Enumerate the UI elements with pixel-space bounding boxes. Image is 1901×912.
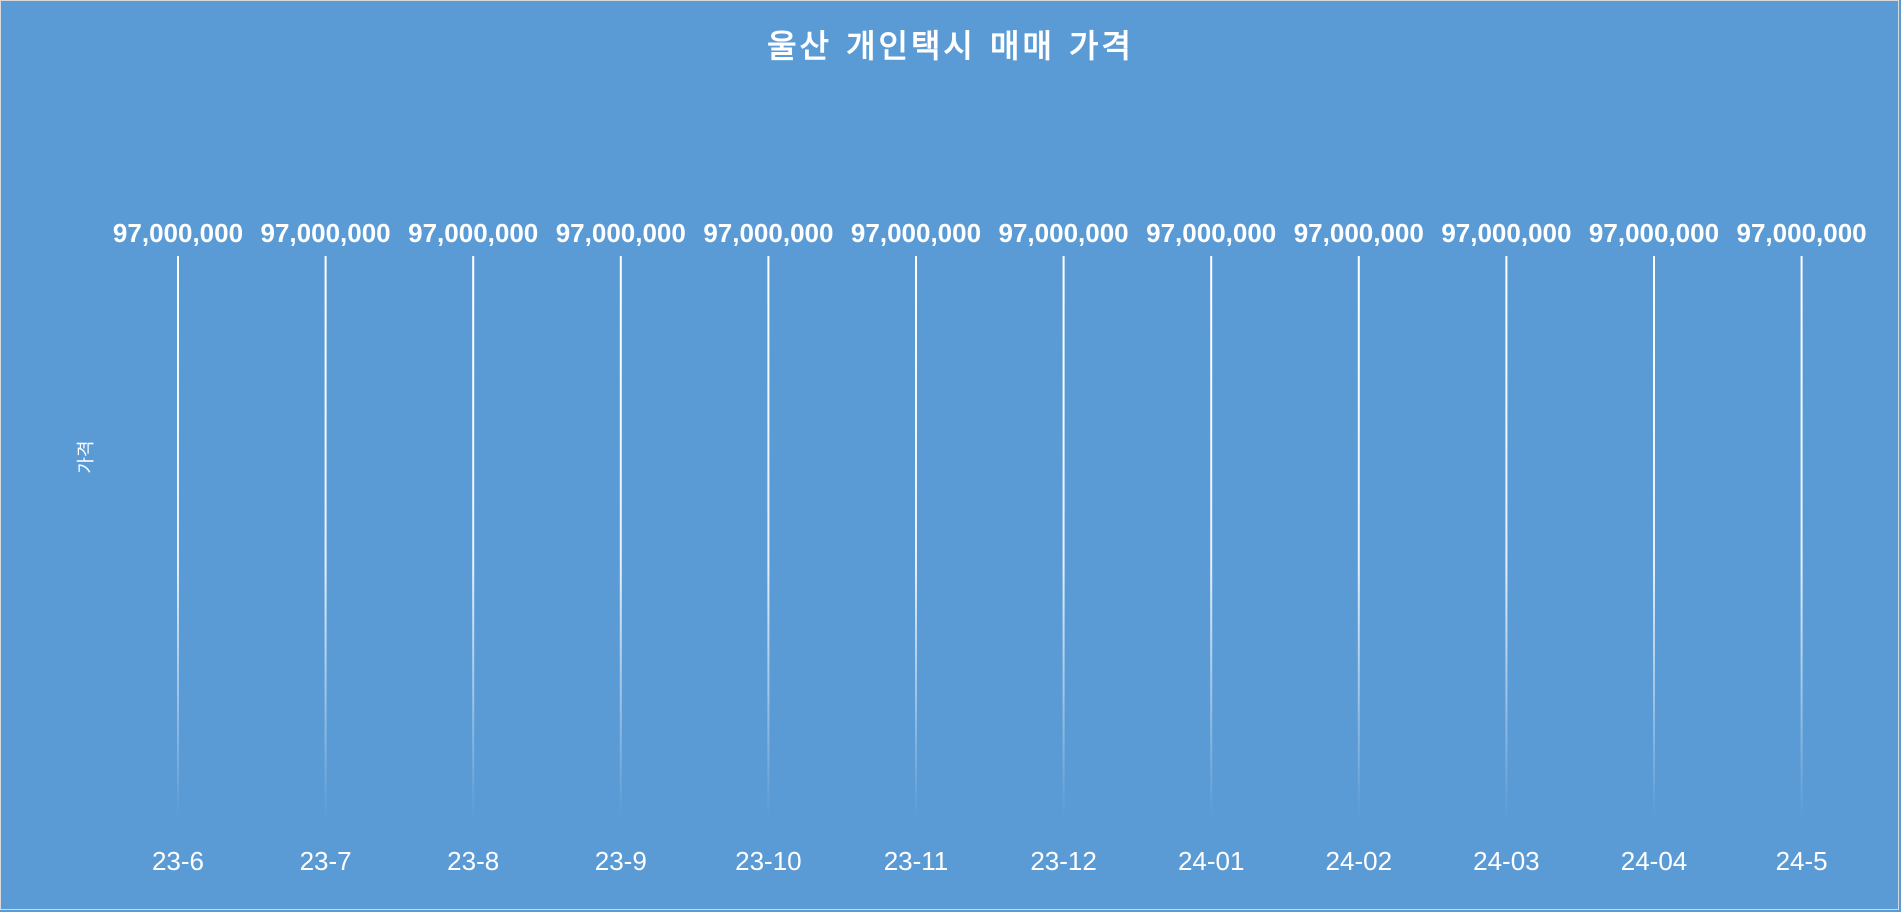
- data-label-23-12: 97,000,000: [999, 218, 1129, 248]
- data-label-24-02: 97,000,000: [1294, 218, 1424, 248]
- x-tick-label-23-7: 23-7: [300, 846, 352, 876]
- bar-24-01: [1210, 256, 1213, 816]
- data-label-23-11: 97,000,000: [851, 218, 981, 248]
- data-label-23-6: 97,000,000: [113, 218, 243, 248]
- x-tick-label-23-11: 23-11: [884, 846, 949, 876]
- x-tick-label-24-01: 24-01: [1178, 846, 1245, 876]
- bar-24-04: [1653, 256, 1655, 816]
- x-tick-label-23-10: 23-10: [735, 846, 802, 876]
- x-tick-label-24-03: 24-03: [1473, 846, 1540, 876]
- data-label-24-01: 97,000,000: [1146, 218, 1276, 248]
- data-labels: 97,000,000 97,000,000 97,000,000 97,000,000…: [113, 218, 1867, 248]
- chart-title: 울산 개인택시 매매 가격: [767, 27, 1134, 65]
- x-tick-label-24-02: 24-02: [1326, 846, 1393, 876]
- data-label-23-7: 97,000,000: [261, 218, 391, 248]
- bar-23-6: [177, 256, 179, 816]
- bar-23-12: [1062, 256, 1065, 816]
- x-tick-label-23-12: 23-12: [1030, 846, 1097, 876]
- x-axis-tick-labels: 23-6 23-7 23-8 23-9 23-10 23-11 23-12 24-01 24-0…: [152, 846, 1828, 876]
- x-tick-label-23-6: 23-6: [152, 846, 204, 876]
- bar-24-5: [1800, 256, 1803, 816]
- data-label-24-04: 97,000,000: [1589, 218, 1719, 248]
- x-tick-label-24-5: 24-5: [1776, 846, 1828, 876]
- data-label-23-8: 97,000,000: [408, 218, 538, 248]
- bar-24-02: [1357, 256, 1360, 816]
- bar-23-9: [619, 256, 622, 816]
- x-tick-label-23-9: 23-9: [595, 846, 647, 876]
- data-label-24-03: 97,000,000: [1441, 218, 1571, 248]
- data-label-23-10: 97,000,000: [703, 218, 833, 248]
- bar-23-10: [767, 256, 770, 816]
- bar-23-7: [324, 256, 327, 816]
- bar-23-8: [472, 256, 475, 816]
- x-tick-label-23-8: 23-8: [447, 846, 499, 876]
- bar-23-11: [915, 256, 917, 816]
- bar-series: [177, 256, 1803, 816]
- data-label-24-5: 97,000,000: [1737, 218, 1867, 248]
- bar-24-03: [1505, 256, 1508, 816]
- data-label-23-9: 97,000,000: [556, 218, 686, 248]
- x-tick-label-24-04: 24-04: [1621, 846, 1688, 876]
